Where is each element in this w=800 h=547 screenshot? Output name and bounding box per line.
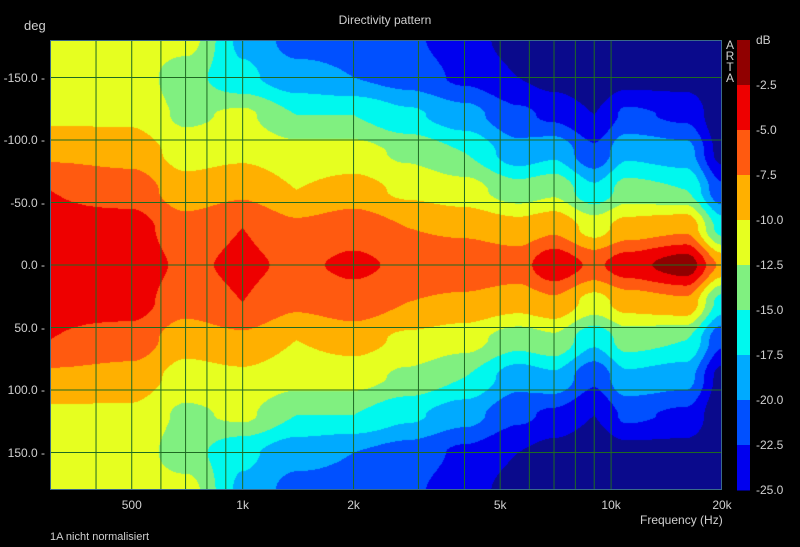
y-axis-label: deg <box>24 18 46 33</box>
grid <box>50 40 722 490</box>
y-tick-label: -150.0 - <box>3 70 45 85</box>
y-tick-label: 100.0 - <box>7 383 45 397</box>
colorbar-label: -22.5 <box>756 438 784 452</box>
colorbar-label: -25.0 <box>756 483 784 497</box>
watermark-letter: A <box>725 71 734 85</box>
colorbar-swatch <box>737 400 750 446</box>
plot-area <box>50 40 722 490</box>
y-tick-label: 150.0 - <box>7 445 45 460</box>
colorbar-label: -10.0 <box>756 213 784 227</box>
colorbar-label: -15.0 <box>756 303 784 317</box>
x-tick-label: 1k <box>236 498 249 512</box>
colorbar-unit: dB <box>756 33 771 47</box>
colorbar-swatch <box>737 445 750 491</box>
x-tick-label: 5k <box>493 498 507 512</box>
colorbar-swatch <box>737 310 750 356</box>
plot-border <box>50 40 722 490</box>
y-tick-label: -50.0 - <box>10 195 45 210</box>
colorbar-label: -17.5 <box>756 348 784 362</box>
x-axis-label: Frequency (Hz) <box>640 513 723 527</box>
x-tick-label: 20k <box>712 498 732 512</box>
colorbar-swatch <box>737 40 750 86</box>
colorbar-swatch <box>737 355 750 401</box>
x-tick-label: 10k <box>601 498 621 512</box>
chart-title: Directivity pattern <box>338 13 432 27</box>
colorbar-swatch <box>737 220 750 266</box>
colorbar-swatch <box>737 265 750 311</box>
watermark-letter: R <box>725 49 735 63</box>
colorbar-label: -20.0 <box>756 393 784 407</box>
colorbar-label: -12.5 <box>756 258 784 272</box>
footer-note: 1A nicht normalisiert <box>50 531 150 543</box>
x-tick-label: 2k <box>347 498 360 512</box>
colorbar-swatch <box>737 130 750 176</box>
colorbar-label: -2.5 <box>756 78 777 92</box>
colorbar-label: -5.0 <box>756 123 777 137</box>
y-tick-label: 0.0 - <box>20 258 45 272</box>
colorbar-swatch <box>737 175 750 221</box>
colorbar-label: -7.5 <box>756 168 777 182</box>
x-tick-label: 500 <box>121 498 142 512</box>
colorbar <box>737 40 750 491</box>
y-tick-label: -100.0 - <box>3 133 45 147</box>
colorbar-swatch <box>737 85 750 131</box>
y-tick-label: 50.0 - <box>14 320 45 335</box>
watermark-letter: T <box>726 60 734 74</box>
watermark-letter: A <box>725 38 734 52</box>
